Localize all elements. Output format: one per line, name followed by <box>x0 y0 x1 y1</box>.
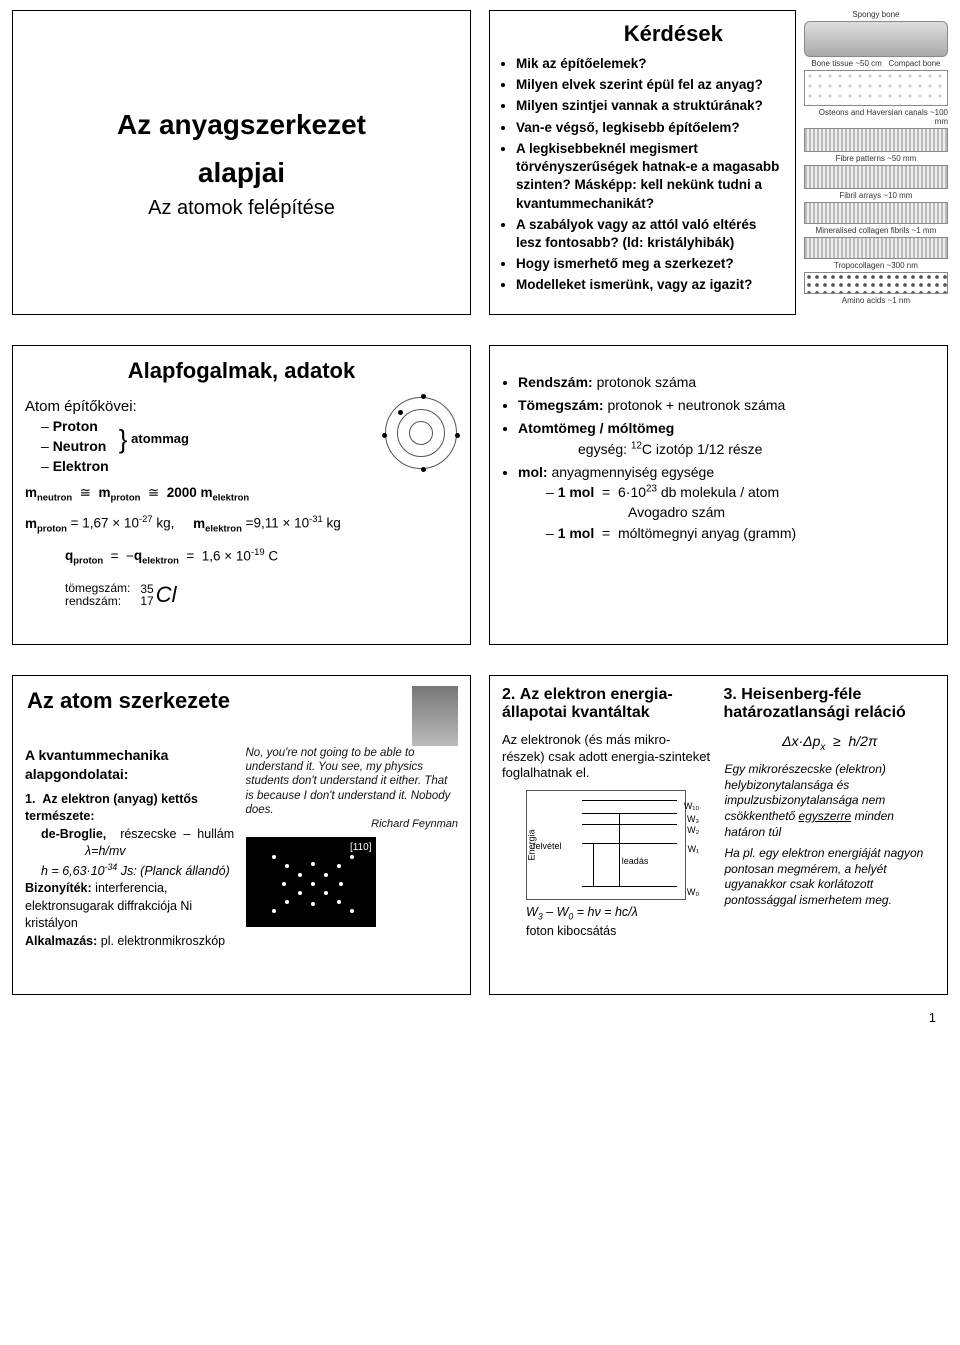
bone-image <box>804 21 948 57</box>
fig-label: Fibre patterns ~50 mm <box>836 154 917 163</box>
questions-list: Mik az építőelemek? Milyen elvek szerint… <box>516 55 783 295</box>
q-item: Milyen elvek szerint épül fel az anyag? <box>516 76 783 94</box>
fig-label: Bone tissue ~50 cm <box>811 59 881 68</box>
fig-label: Osteons and Haversian canals ~100 mm <box>804 108 948 126</box>
fibre-image <box>804 128 948 152</box>
text: Avogadro szám <box>628 502 935 522</box>
text: anyagmennyiség egysége <box>548 464 715 480</box>
title-line2: alapjai <box>25 156 458 190</box>
list-item: Proton <box>53 418 98 434</box>
formula: λ=h/mv <box>85 843 238 861</box>
point-3-num: 3. <box>724 686 737 703</box>
diffraction-pattern: [110] <box>246 837 376 927</box>
q-item: A szabályok vagy az attól való eltérés l… <box>516 216 783 252</box>
energy-level-diagram: Energia W₁₀ W₃ W₂ W₁ W₀ felvétel leadás <box>526 790 686 900</box>
label: mol: <box>518 464 548 480</box>
text: egység: 12C izotóp 1/12 része <box>578 439 935 459</box>
qm-heading: A kvantummechanika alapgondolatai: <box>25 746 238 785</box>
bone-hierarchy-figure: Spongy bone Bone tissue ~50 cm Compact b… <box>804 10 948 315</box>
mole-list: Rendszám: protonok száma Tömegszám: prot… <box>518 372 935 543</box>
text: protonok + neutronok száma <box>604 397 786 413</box>
q-item: A legkisebbeknél megismert törvényszerűs… <box>516 140 783 213</box>
atom-heading: Atom építőkövei: <box>25 396 376 417</box>
title-line1: Az anyagszerkezet <box>25 108 458 142</box>
q-item: Milyen szintjei vannak a struktúrának? <box>516 97 783 115</box>
slide-questions: Kérdések Mik az építőelemek? Milyen elve… <box>489 10 948 315</box>
nucleus-label: atommag <box>131 430 189 448</box>
text: protonok száma <box>593 374 697 390</box>
fig-label: Compact bone <box>888 59 940 68</box>
q-item: Van-e végső, legkisebb építőelem? <box>516 119 783 137</box>
particles-list: Proton Neutron Elektron <box>41 417 109 476</box>
fig-label: Amino acids ~1 nm <box>842 296 910 305</box>
fig-label: Spongy bone <box>852 10 899 19</box>
point-2-title: Az elektron energia-állapotai kvantáltak <box>502 686 673 721</box>
quote-author: Richard Feynman <box>246 818 459 832</box>
q-item: Mik az építőelemek? <box>516 55 783 73</box>
fibril-image <box>804 165 948 189</box>
atom-structure-title: Az atom szerkezete <box>27 686 406 717</box>
point-1: 1. Az elektron (anyag) kettős természete… <box>25 791 238 826</box>
nuclide-Z: 17 <box>140 595 153 607</box>
collagen-image <box>804 202 948 224</box>
atom-diagram <box>384 396 458 470</box>
q-item: Hogy ismerhető meg a szerkezet? <box>516 255 783 273</box>
point-2-num: 2. <box>502 686 515 703</box>
p2-text: Az elektronok (és más mikro-részek) csak… <box>502 732 713 783</box>
application: Alkalmazás: pl. elektronmikroszkóp <box>25 933 238 951</box>
atomic-number-label: rendszám: <box>65 595 130 608</box>
fig-label: Mineralised collagen fibrils ~1 mm <box>816 226 937 235</box>
label: Atomtömeg / móltömeg <box>518 420 674 436</box>
heisenberg-example: Ha pl. egy elektron energiáját nagyon po… <box>725 846 936 908</box>
brace-icon: } <box>119 433 128 446</box>
list-item: Neutron <box>53 438 107 454</box>
photon-emit: foton kibocsátás <box>526 923 713 939</box>
list-item: Elektron <box>53 458 109 474</box>
fig-label: Tropocollagen ~300 nm <box>834 261 918 270</box>
slide-mole: Rendszám: protonok száma Tömegszám: prot… <box>489 345 948 645</box>
aminoacid-image <box>804 272 948 294</box>
slide-quantized-heisenberg: 2. Az elektron energia-állapotai kvantál… <box>489 675 948 995</box>
emit-label: leadás <box>622 856 649 868</box>
slide-title: Az anyagszerkezet alapjai Az atomok felé… <box>12 10 471 315</box>
absorb-label: felvétel <box>533 841 562 853</box>
questions-title: Kérdések <box>502 21 723 47</box>
tropocollagen-image <box>804 237 948 259</box>
fundamentals-title: Alapfogalmak, adatok <box>25 356 458 387</box>
subtitle: Az atomok felépítése <box>25 197 458 220</box>
page-number: 1 <box>929 1010 936 1025</box>
label: Rendszám: <box>518 374 593 390</box>
label: Tömegszám: <box>518 397 604 413</box>
text: – 1 mol = 6·1023 db molekula / atom <box>546 482 935 502</box>
proof: Bizonyíték: interferencia, elektronsugar… <box>25 880 238 933</box>
slide-atom-structure: Az atom szerkezete A kvantummechanika al… <box>12 675 471 995</box>
nuclide-symbol: Cl <box>156 580 177 611</box>
heisenberg-text: Egy mikrorészecske (elektron) helybizony… <box>725 762 936 840</box>
photon-formula: W3 – W0 = hν = hc/λ <box>526 904 713 923</box>
heisenberg-formula: Δx·Δpx ≥ h/2π <box>725 732 936 755</box>
fig-label: Fibril arrays ~10 mm <box>839 191 912 200</box>
slide-fundamentals: Alapfogalmak, adatok Atom építőkövei: Pr… <box>12 345 471 645</box>
osteon-image <box>804 70 948 106</box>
feynman-quote: No, you're not going to be able to under… <box>246 746 459 832</box>
text: de-Broglie, részecske – hullám <box>41 826 238 844</box>
point-3-title: Heisenberg-féle határozatlansági reláció <box>724 686 906 721</box>
q-item: Modelleket ismerünk, vagy az igazit? <box>516 276 783 294</box>
feynman-photo <box>412 686 458 746</box>
text: – 1 mol = móltömegnyi anyag (gramm) <box>546 523 935 543</box>
planck: h = 6,63·10-34 Js: (Planck állandó) <box>41 861 238 881</box>
